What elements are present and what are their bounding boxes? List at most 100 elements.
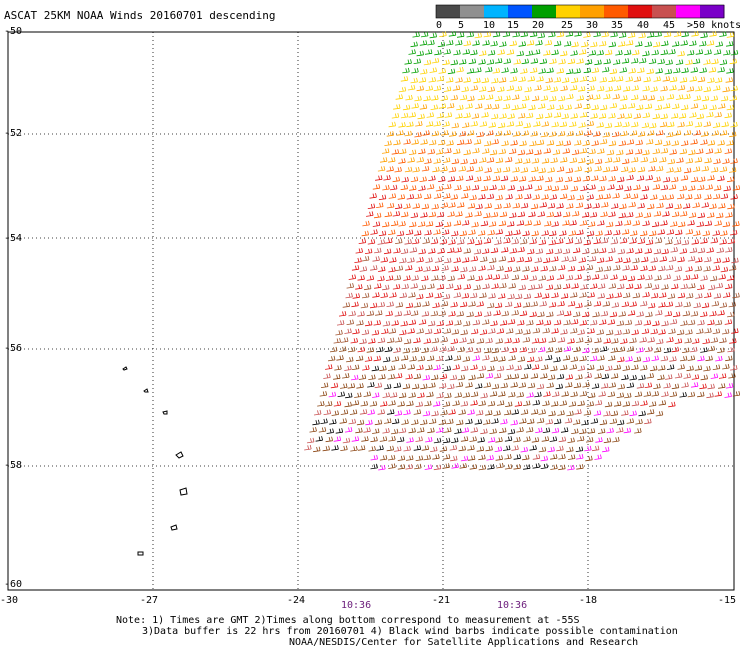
wind-barb — [476, 446, 485, 452]
wind-barb — [731, 328, 739, 334]
wind-barb — [394, 337, 403, 343]
wind-barb — [674, 338, 683, 344]
wind-barb — [328, 391, 337, 398]
wind-barb — [650, 257, 658, 263]
wind-barb — [638, 410, 646, 417]
wind-barb — [398, 364, 406, 370]
wind-barb — [719, 166, 728, 172]
wind-barb — [531, 364, 540, 370]
wind-barb — [313, 446, 321, 453]
wind-barb — [540, 265, 548, 272]
wind-barb — [349, 409, 358, 415]
map-title: ASCAT 25KM NOAA Winds 20160701 descendin… — [4, 9, 276, 22]
wind-barb — [594, 165, 602, 172]
wind-barb — [403, 338, 412, 345]
wind-barb — [475, 383, 483, 389]
wind-barb — [612, 59, 621, 65]
wind-barb — [432, 302, 440, 308]
wind-barb — [382, 284, 390, 291]
wind-barb — [529, 311, 537, 318]
wind-barb — [566, 93, 574, 100]
wind-barb — [683, 93, 691, 100]
wind-barb — [465, 347, 474, 353]
wind-barb — [398, 158, 406, 164]
wind-barb — [339, 346, 347, 352]
pass-time: 10:36 — [497, 600, 528, 611]
wind-barb — [717, 347, 725, 353]
wind-barb — [629, 337, 637, 344]
wind-barb — [399, 292, 407, 299]
wind-barb — [616, 392, 625, 398]
wind-barb — [505, 230, 513, 237]
wind-barb — [391, 113, 400, 119]
wind-barb — [707, 175, 715, 181]
wind-barb — [693, 230, 701, 236]
wind-barb — [501, 346, 509, 353]
map-frame — [7, 31, 735, 591]
wind-barb — [446, 418, 454, 425]
wind-barb — [583, 67, 592, 74]
wind-barb — [416, 85, 424, 92]
wind-barb — [382, 356, 391, 363]
wind-barb — [571, 428, 579, 434]
wind-barb — [699, 104, 708, 110]
wind-barb — [707, 212, 715, 218]
wind-barb — [365, 419, 373, 426]
wind-barb — [556, 274, 565, 280]
wind-barb — [679, 77, 688, 83]
wind-barb — [608, 41, 617, 48]
wind-barb — [576, 337, 584, 343]
wind-barb — [672, 41, 680, 47]
wind-barb — [712, 230, 720, 236]
wind-barb — [703, 365, 711, 372]
wind-barb — [575, 302, 583, 309]
wind-barb — [401, 176, 409, 183]
wind-barb — [363, 427, 371, 433]
wind-barb — [609, 102, 618, 109]
wind-barb — [496, 462, 504, 469]
wind-barb — [707, 77, 715, 83]
wind-barb — [601, 373, 610, 380]
wind-barb — [685, 293, 694, 299]
wind-barb — [463, 284, 471, 290]
wind-barb — [640, 265, 648, 271]
wind-barb — [586, 158, 594, 165]
wind-barb — [507, 256, 515, 263]
wind-barb — [344, 401, 352, 408]
wind-barb — [516, 220, 525, 226]
wind-barb — [456, 32, 465, 38]
wind-barb — [423, 454, 431, 461]
wind-barb — [563, 41, 572, 47]
legend-label: 40 — [637, 20, 650, 31]
wind-barb — [524, 220, 532, 226]
wind-barb — [636, 104, 644, 111]
wind-barb — [690, 346, 698, 353]
wind-barb — [587, 428, 596, 434]
wind-barb — [545, 284, 554, 290]
wind-barb — [479, 121, 488, 127]
wind-barb — [656, 202, 664, 209]
wind-barb — [645, 139, 654, 145]
wind-barb — [670, 247, 678, 253]
wind-barb — [504, 266, 513, 273]
lat-label: -54 — [4, 233, 23, 244]
wind-barb — [523, 293, 532, 300]
wind-barb — [368, 338, 376, 344]
wind-barb — [703, 121, 711, 127]
wind-barb — [416, 364, 424, 371]
wind-barb — [442, 157, 451, 163]
wind-barb — [447, 176, 456, 182]
wind-barb — [507, 293, 515, 300]
wind-barb — [545, 419, 553, 425]
wind-barb — [632, 292, 641, 299]
wind-barb — [616, 419, 625, 426]
wind-barb — [306, 437, 315, 444]
wind-barb — [452, 364, 460, 370]
wind-barb — [633, 113, 641, 119]
wind-barb — [712, 328, 721, 334]
wind-barb — [367, 203, 376, 209]
wind-barb — [655, 68, 663, 74]
wind-barb — [572, 247, 581, 254]
wind-barb — [579, 428, 587, 435]
wind-barb — [471, 221, 479, 228]
